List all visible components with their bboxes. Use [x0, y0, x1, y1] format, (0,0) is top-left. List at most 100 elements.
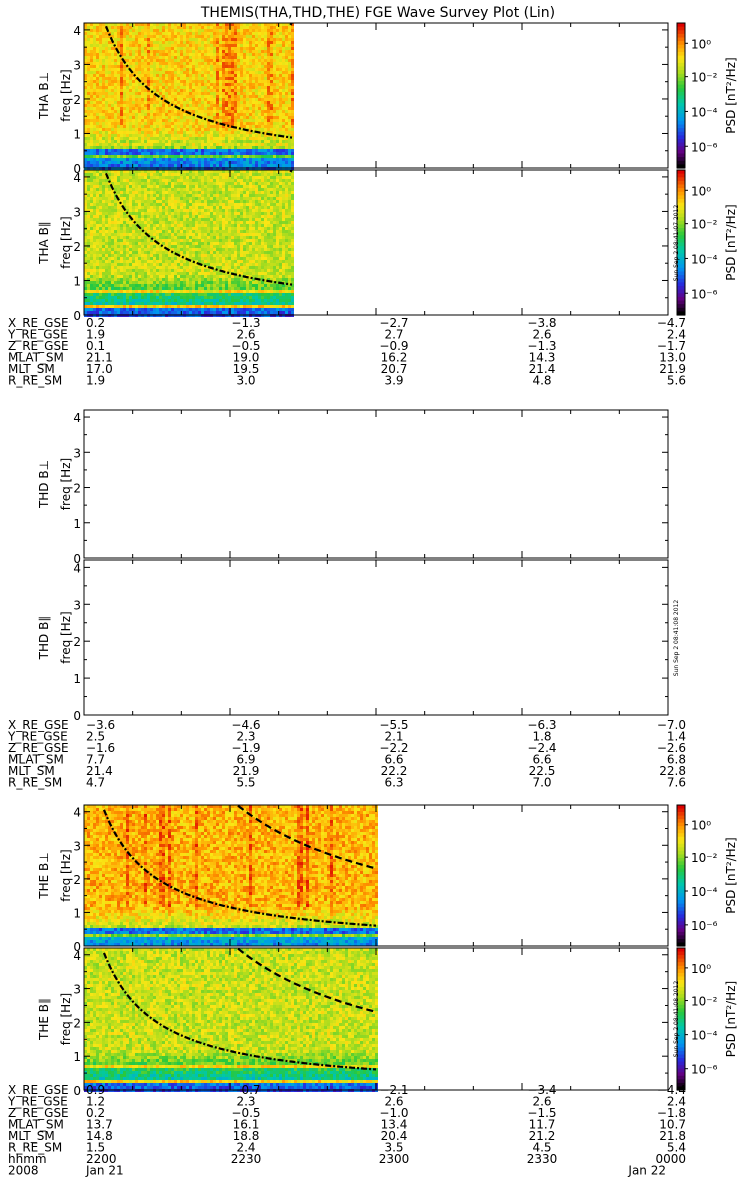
- spectrogram-cell: [189, 101, 192, 104]
- spectrogram-cell: [120, 179, 123, 182]
- spectrogram-cell: [198, 122, 201, 125]
- spectrogram-cell: [219, 137, 222, 140]
- spectrogram-cell: [186, 62, 189, 65]
- spectrogram-cell: [144, 92, 147, 95]
- spectrogram-cell: [99, 32, 102, 35]
- spectrogram-cell: [90, 158, 93, 161]
- spectrogram-cell: [207, 62, 210, 65]
- spectrogram-cell: [108, 281, 111, 284]
- spectrogram-cell: [111, 290, 114, 293]
- spectrogram-cell: [147, 38, 150, 41]
- spectrogram-cell: [111, 242, 114, 245]
- spectrogram-cell: [90, 137, 93, 140]
- spectrogram-cell: [102, 218, 105, 221]
- spectrogram-cell: [156, 101, 159, 104]
- spectrogram-cell: [108, 26, 111, 29]
- spectrogram-cell: [87, 308, 90, 311]
- spectrogram-cell: [96, 281, 99, 284]
- spectrogram-cell: [240, 161, 243, 164]
- spectrogram-cell: [159, 134, 162, 137]
- spectrogram-cell: [105, 239, 108, 242]
- spectrogram-cell: [153, 38, 156, 41]
- spectrogram-cell: [87, 59, 90, 62]
- spectrogram-cell: [84, 176, 87, 179]
- spectrogram-cell: [87, 134, 90, 137]
- spectrogram-cell: [237, 77, 240, 80]
- spectrogram-cell: [195, 35, 198, 38]
- spectrogram-cell: [102, 272, 105, 275]
- spectrogram-cell: [237, 29, 240, 32]
- spectrogram-cell: [123, 233, 126, 236]
- spectrogram-cell: [279, 32, 282, 35]
- spectrogram-cell: [90, 209, 93, 212]
- spectrogram-cell: [219, 158, 222, 161]
- spectrogram-cell: [99, 254, 102, 257]
- spectrogram-cell: [120, 254, 123, 257]
- spectrogram-cell: [282, 164, 285, 167]
- spectrogram-cell: [183, 122, 186, 125]
- spectrogram-cell: [90, 296, 93, 299]
- spectrogram-cell: [273, 71, 276, 74]
- spectrogram-cell: [204, 77, 207, 80]
- spectrogram-cell: [246, 92, 249, 95]
- spectrogram-cell: [198, 65, 201, 68]
- spectrogram-cell: [174, 26, 177, 29]
- spectrogram-cell: [279, 77, 282, 80]
- spectrogram-cell: [117, 56, 120, 59]
- spectrogram-cell: [186, 89, 189, 92]
- spectrogram-cell: [141, 140, 144, 143]
- spectrogram-cell: [165, 110, 168, 113]
- spectrogram-cell: [99, 146, 102, 149]
- spectrogram-cell: [105, 68, 108, 71]
- spectrogram-cell: [291, 128, 294, 131]
- spectrogram-cell: [138, 302, 141, 305]
- spectrogram-cell: [261, 74, 264, 77]
- spectrogram-cell: [171, 83, 174, 86]
- spectrogram-cell: [159, 92, 162, 95]
- spectrogram-cell: [102, 131, 105, 134]
- spectrogram-cell: [207, 26, 210, 29]
- spectrogram-cell: [96, 50, 99, 53]
- spectrogram-cell: [222, 41, 225, 44]
- spectrogram-cell: [165, 35, 168, 38]
- spectrogram-cell: [93, 224, 96, 227]
- spectrogram-cell: [135, 29, 138, 32]
- spectrogram-cell: [195, 29, 198, 32]
- spectrogram-cell: [210, 62, 213, 65]
- spectrogram-cell: [198, 104, 201, 107]
- spectrogram-cell: [192, 68, 195, 71]
- spectrogram-cell: [129, 47, 132, 50]
- spectrogram-cell: [222, 131, 225, 134]
- spectrogram-cell: [87, 272, 90, 275]
- spectrogram-cell: [204, 119, 207, 122]
- spectrogram-cell: [96, 101, 99, 104]
- spectrogram-cell: [156, 311, 159, 314]
- spectrogram-cell: [90, 71, 93, 74]
- spectrogram-cell: [123, 194, 126, 197]
- spectrogram-cell: [135, 71, 138, 74]
- spectrogram-cell: [180, 65, 183, 68]
- spectrogram-cell: [150, 218, 153, 221]
- spectrogram-cell: [183, 143, 186, 146]
- spectrogram-cell: [270, 119, 273, 122]
- spectrogram-cell: [264, 44, 267, 47]
- spectrogram-cell: [120, 35, 123, 38]
- spectrogram-cell: [90, 65, 93, 68]
- spectrogram-cell: [264, 161, 267, 164]
- spectrogram-cell: [96, 137, 99, 140]
- spectrogram-cell: [192, 119, 195, 122]
- spectrogram-cell: [87, 233, 90, 236]
- spectrogram-cell: [150, 284, 153, 287]
- spectrogram-cell: [93, 281, 96, 284]
- spectrogram-cell: [234, 86, 237, 89]
- spectrogram: [84, 23, 294, 170]
- spectrogram-cell: [102, 251, 105, 254]
- spectrogram-cell: [129, 197, 132, 200]
- spectrogram-cell: [159, 188, 162, 191]
- spectrogram-cell: [171, 149, 174, 152]
- spectrogram-cell: [291, 50, 294, 53]
- spectrogram-cell: [180, 119, 183, 122]
- spectrogram-cell: [207, 113, 210, 116]
- spectrogram-cell: [195, 41, 198, 44]
- spectrogram-cell: [99, 152, 102, 155]
